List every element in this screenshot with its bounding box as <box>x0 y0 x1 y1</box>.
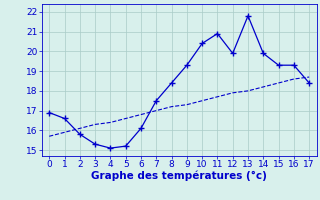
X-axis label: Graphe des températures (°c): Graphe des températures (°c) <box>91 171 267 181</box>
